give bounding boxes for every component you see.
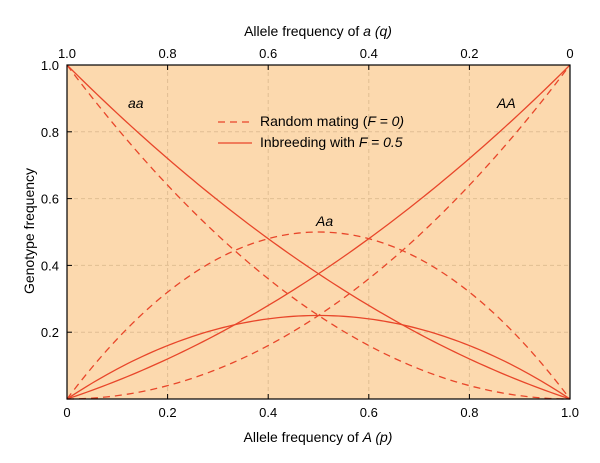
- series-Aa-F0_5: [66, 314, 571, 400]
- x-axis-title-prefix: Allele frequency of: [244, 429, 363, 445]
- curve-label-AA: AA: [496, 95, 516, 111]
- legend-label-solid: Inbreeding with F = 0.5: [260, 134, 403, 150]
- x-axis-title: Allele frequency of A (p): [244, 429, 393, 445]
- x2-axis-title-prefix: Allele frequency of: [244, 23, 363, 39]
- y-tick-label: 0.4: [41, 258, 59, 273]
- x-tick-label: 0: [63, 405, 70, 420]
- y-tick-label: 0.6: [41, 192, 59, 207]
- x2-tick-label: 0: [566, 46, 573, 61]
- x-tick-label: 0.2: [159, 405, 177, 420]
- legend-label-dashed: Random mating (F = 0): [260, 113, 404, 129]
- x-tick-label: 0.8: [460, 405, 478, 420]
- x2-axis-title-var: a (q): [363, 23, 392, 39]
- x2-tick-label: 0.6: [259, 46, 277, 61]
- x2-tick-label: 1.0: [58, 46, 76, 61]
- series-layer: [66, 64, 571, 400]
- x2-tick-label: 0.8: [159, 46, 177, 61]
- x-axis-title-var: A (p): [362, 429, 393, 445]
- curve-label-Aa: Aa: [315, 213, 333, 229]
- y-tick-label: 0.2: [41, 325, 59, 340]
- x-tick-label: 0.4: [259, 405, 277, 420]
- x2-tick-label: 0.2: [460, 46, 478, 61]
- series-aa-F0_5: [66, 64, 571, 400]
- plot-frame: [66, 64, 571, 400]
- x2-axis-title: Allele frequency of a (q): [244, 23, 392, 39]
- series-aa-F0: [66, 64, 571, 400]
- x-tick-label: 0.6: [360, 405, 378, 420]
- legend: Random mating (F = 0) Inbreeding with F =…: [218, 113, 404, 150]
- curve-label-aa: aa: [128, 95, 144, 111]
- series-Aa-F0: [66, 231, 571, 400]
- axis-ticks: 0 0.2 0.4 0.6 0.8 1.01.0 0.8 0.6 0.4 0.2 00.20.40.…: [41, 46, 579, 420]
- x-tick-label: 1.0: [561, 405, 579, 420]
- y-axis-title: Genotype frequency: [21, 168, 37, 294]
- y-tick-label: 0.8: [41, 125, 59, 140]
- x2-tick-label: 0.4: [360, 46, 378, 61]
- y-tick-label: 1.0: [41, 58, 59, 73]
